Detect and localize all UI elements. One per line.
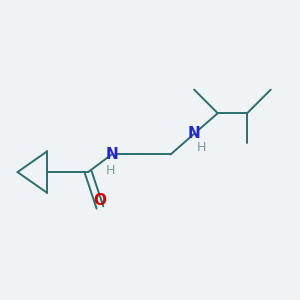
Text: O: O [93,193,106,208]
Text: H: H [197,141,206,154]
Text: N: N [188,126,200,141]
Text: N: N [105,147,118,162]
Text: H: H [106,164,115,177]
